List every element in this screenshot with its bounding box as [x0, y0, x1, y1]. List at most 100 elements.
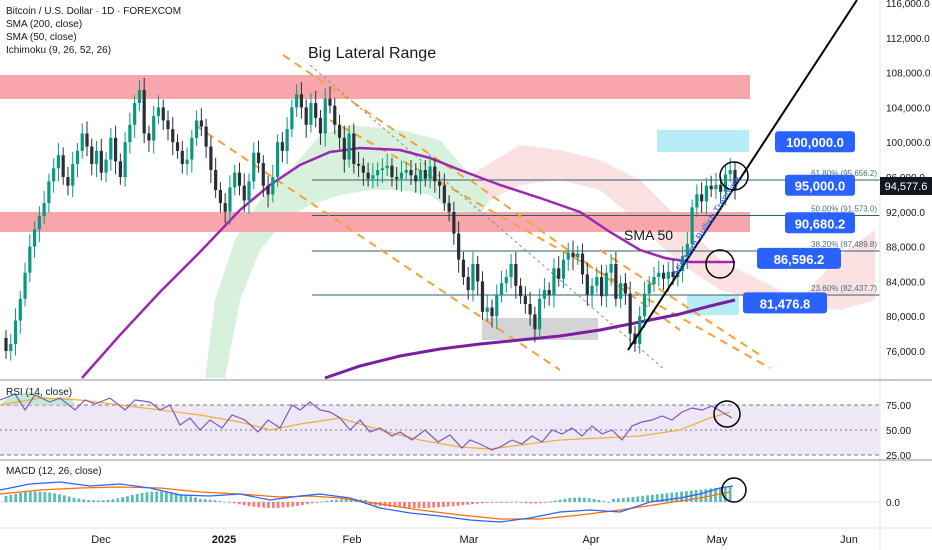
macd-bar [582, 497, 586, 502]
macd-bar [150, 491, 154, 502]
candle [175, 134, 180, 159]
macd-bar [310, 502, 314, 504]
macd-bar [650, 494, 654, 502]
macd-bar [252, 502, 256, 507]
candle [299, 82, 304, 119]
price-level-text: 81,476.8 [760, 296, 811, 311]
macd-bar [101, 500, 105, 502]
macd-line [0, 481, 734, 523]
dotted-trendline [309, 64, 666, 371]
price-tick-label: 92,000.0 [886, 208, 925, 219]
macd-bar [72, 497, 76, 502]
price-tick-label: 100,000.0 [886, 138, 931, 149]
macd-bar [417, 502, 421, 508]
candle [152, 106, 156, 154]
macd-bar [116, 498, 120, 502]
candle [399, 160, 404, 192]
candle [385, 153, 389, 177]
macd-bar [403, 502, 406, 508]
candle [495, 284, 499, 330]
sma-200-line [324, 298, 736, 380]
candle [42, 190, 46, 224]
time-tick-label: Jun [840, 534, 858, 546]
macd-bar [14, 493, 18, 502]
macd-bar [267, 502, 270, 508]
candle [704, 177, 709, 215]
candle [623, 273, 628, 305]
macd-bar [92, 500, 95, 502]
macd-bar [281, 502, 285, 508]
candle [271, 164, 275, 203]
candle [585, 262, 589, 306]
price-level-text: 95,000.0 [795, 179, 846, 194]
macd-bar [534, 502, 538, 504]
candle [376, 162, 380, 187]
macd-bar [437, 502, 440, 508]
macd-bar [383, 502, 387, 507]
rsi-tick-label: 50.00 [886, 426, 911, 437]
candle [66, 166, 70, 196]
macd-bar [111, 499, 115, 502]
rsi-title: RSI (14, close) [6, 387, 72, 398]
macd-bar [631, 496, 635, 502]
candle [499, 270, 504, 303]
candle [275, 134, 280, 187]
candle [99, 138, 103, 181]
candle [52, 158, 56, 193]
candle [523, 286, 527, 314]
candle [604, 264, 608, 308]
macd-bar [33, 491, 37, 502]
candlestick-series [4, 77, 737, 361]
candle [518, 277, 523, 305]
candle [109, 127, 113, 171]
macd-bar [597, 499, 601, 502]
macd-bar [77, 498, 81, 502]
indicator-sma200: SMA (200, close) [6, 19, 82, 30]
candle [547, 282, 551, 306]
rsi-axis[interactable]: 75.00 50.00 25.00 [886, 401, 911, 462]
macd-bar [174, 493, 178, 502]
macd-bar [500, 502, 504, 503]
candle [723, 164, 728, 205]
candle [595, 267, 599, 294]
macd-bar [680, 491, 683, 502]
candle [266, 175, 270, 208]
macd-bar [276, 502, 280, 508]
macd-bar [349, 499, 353, 502]
candle [242, 173, 246, 212]
resistance-zone-lower [0, 212, 750, 232]
macd-bar [364, 499, 368, 502]
candle [261, 155, 265, 198]
candle [228, 175, 232, 225]
time-tick-label: Mar [460, 534, 479, 546]
macd-bar [699, 489, 703, 502]
candle [85, 121, 89, 157]
macd-bar [87, 500, 91, 502]
candle [561, 251, 566, 289]
price-tick-label: 88,000.0 [886, 243, 925, 254]
candle [661, 264, 666, 291]
macd-bar [301, 502, 304, 506]
macd-bar [369, 502, 372, 505]
macd-bar [398, 502, 402, 508]
candle [104, 151, 108, 183]
price-level-box [775, 131, 855, 153]
time-axis[interactable]: Dec 2025 Feb Mar Apr May Jun [91, 534, 858, 546]
candle [538, 288, 542, 338]
price-tick-label: 108,000.0 [886, 69, 931, 80]
macd-bar [558, 499, 562, 502]
macd-bar [578, 497, 581, 502]
macd-bar [335, 499, 338, 502]
chart-header: Bitcoin / U.S. Dollar · 1D · FOREXCOM SM… [6, 6, 181, 56]
candle [285, 116, 289, 164]
fib-level-label: 61.80% (95,656.2) [811, 169, 877, 178]
candle [580, 243, 585, 285]
macd-bar [58, 494, 61, 502]
macd-bar [612, 499, 615, 502]
macd-bar [432, 502, 436, 508]
macd-bar [660, 493, 664, 502]
candle [571, 240, 575, 271]
candle [23, 262, 27, 307]
macd-bar [126, 496, 129, 502]
